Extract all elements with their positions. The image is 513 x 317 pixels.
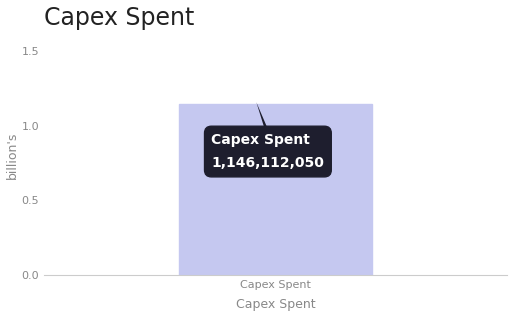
Text: Capex Spent
1,146,112,050: Capex Spent 1,146,112,050: [211, 133, 324, 170]
Y-axis label: billion's: billion's: [6, 132, 18, 179]
Text: Capex Spent: Capex Spent: [44, 6, 194, 29]
X-axis label: Capex Spent: Capex Spent: [236, 298, 315, 311]
Bar: [179, 104, 372, 275]
